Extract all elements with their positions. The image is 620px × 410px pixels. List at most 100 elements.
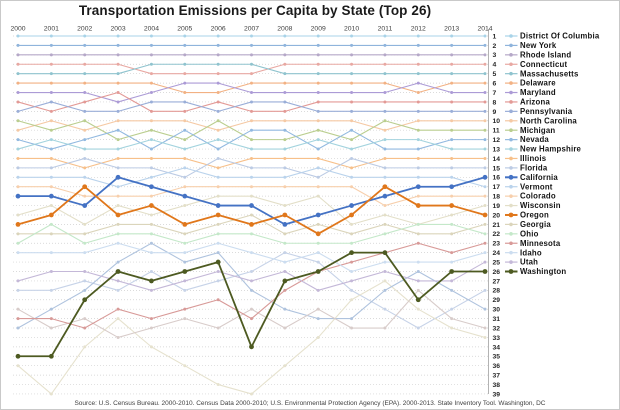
legend-item-oregon: Oregon [505,211,549,220]
series-florida [16,156,487,179]
year-tick-label: 2009 [311,26,326,33]
series-nevada [16,128,487,151]
year-tick-label: 2010 [344,26,359,33]
legend-label: District Of Columbia [520,32,600,41]
rank-tick-label: 32 [493,325,501,332]
rank-tick-label: 21 [493,222,501,229]
legend-label: Wisconsin [520,201,561,210]
legend-marker-icon [509,203,513,208]
rank-tick-label: 30 [493,307,501,314]
chart-title: Transportation Emissions per Capita by S… [78,3,432,18]
legend-item-delaware: Delaware [505,79,556,88]
rank-tick-label: 16 [493,175,501,182]
rank-tick-label: 8 [493,99,497,106]
rank-tick-label: 17 [493,184,501,191]
rank-tick-label: 31 [493,316,501,323]
rank-tick-label: 19 [493,203,501,210]
legend-marker-icon [509,90,513,95]
legend-label: Washington [520,267,566,276]
legend-item-colorado: Colorado [505,192,556,201]
legend-marker-icon [509,232,513,236]
legend-label: New York [520,41,557,50]
rank-tick-label: 2 [493,43,497,50]
legend-item-nevada: Nevada [505,135,549,144]
legend-marker-icon [509,184,513,189]
legend-item-maryland: Maryland [505,88,556,97]
legend-item-illinois: Illinois [505,154,547,163]
legend-marker-icon [509,222,513,227]
year-tick-label: 2006 [211,26,226,33]
legend-marker-icon [508,212,514,218]
year-tick-label: 2012 [411,26,426,33]
rank-tick-label: 35 [493,354,501,361]
year-tick-label: 2002 [77,26,92,33]
series-unlabeled-2 [16,279,487,396]
series-california [15,174,488,227]
legend-label: Florida [520,163,548,172]
legend-marker-icon [509,156,513,161]
series-michigan [16,119,487,142]
legend-label: Vermont [520,182,553,191]
rank-tick-label: 34 [493,344,501,351]
rank-tick-label: 37 [493,373,501,380]
rank-tick-label: 10 [493,118,501,125]
rank-tick-label: 23 [493,241,501,248]
year-tick-label: 2007 [244,26,259,33]
series-arizona [16,91,487,113]
rank-axis-labels: 1234567891011121314151617181920212223242… [493,33,501,398]
legend-marker-icon [509,81,513,85]
legend-item-vermont: Vermont [505,182,553,191]
year-tick-label: 2000 [10,26,25,33]
year-tick-label: 2004 [144,26,159,33]
legend-item-utah: Utah [505,258,538,267]
series-utah [16,260,487,292]
legend-label: Michigan [520,126,555,135]
legend-marker-icon [509,71,513,76]
legend-label: Delaware [520,79,556,88]
legend-marker-icon [509,62,513,67]
legend-item-pennsylvania: Pennsylvania [505,107,573,116]
rank-tick-label: 18 [493,194,501,201]
legend-item-north-carolina: North Carolina [505,116,577,125]
legend-label: North Carolina [520,116,577,125]
legend-label: Georgia [520,220,551,229]
series-unlabeled-1 [16,251,487,330]
year-tick-label: 2013 [444,26,459,33]
legend-label: Utah [520,258,538,267]
legend-item-district-of-columbia: District Of Columbia [505,32,600,41]
legend-marker-icon [509,241,513,246]
legend-marker-icon [509,34,513,38]
rank-tick-label: 5 [493,71,497,78]
rank-tick-label: 27 [493,278,501,285]
legend-item-arizona: Arizona [505,98,550,107]
legend-label: Massachusetts [520,69,579,78]
rank-tick-label: 12 [493,137,501,144]
series-massachusetts [16,62,487,76]
legend-marker-icon [509,109,513,114]
series-delaware [16,81,487,95]
rank-tick-label: 1 [493,33,497,40]
legend-item-california: California [505,173,558,182]
legend-label: Colorado [520,192,556,201]
legend-item-minnesota: Minnesota [505,239,561,248]
rank-tick-label: 3 [493,52,497,59]
legend-marker-icon [509,166,513,170]
legend-item-michigan: Michigan [505,126,555,135]
year-tick-label: 2001 [44,26,59,33]
year-tick-label: 2011 [378,26,393,33]
rank-tick-label: 6 [493,81,497,88]
legend-marker-icon [509,128,513,132]
legend-marker-icon [509,137,513,142]
legend-label: Illinois [520,154,547,163]
legend-label: Nevada [520,135,549,144]
rank-tick-label: 29 [493,297,501,304]
rank-tick-label: 4 [493,62,497,69]
year-tick-label: 2003 [111,26,126,33]
rank-tick-label: 20 [493,212,501,219]
rank-tick-label: 39 [493,391,501,398]
series-maryland [16,81,487,104]
legend-item-ohio: Ohio [505,229,538,238]
legend-label: Connecticut [520,60,567,69]
